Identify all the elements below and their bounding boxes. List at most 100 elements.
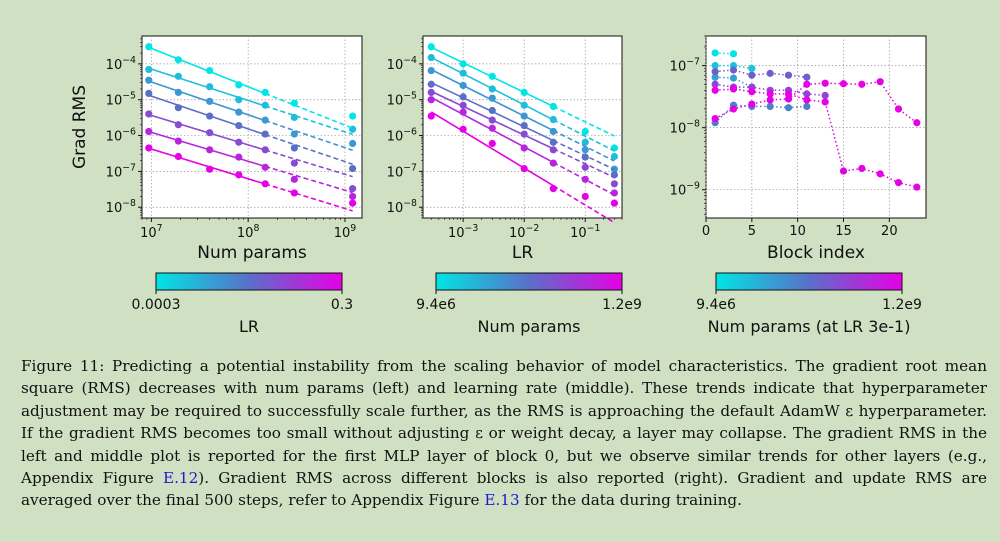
data-point	[581, 127, 589, 136]
ticks: 10−8 10−7 10−6 10−5 10−4 107 108 109	[106, 38, 356, 241]
data-point	[174, 88, 182, 97]
x-tick-label: 108	[237, 223, 260, 241]
colorbar-min: 0.0003	[132, 297, 181, 313]
data-point	[581, 175, 589, 183]
data-point	[290, 189, 298, 197]
data-point	[581, 146, 589, 154]
x-axis-label: Block index	[767, 243, 865, 263]
x-tick-label: 0	[702, 224, 710, 239]
fit-line	[148, 147, 266, 185]
data-point	[581, 192, 589, 201]
data-point	[748, 100, 756, 108]
data-point	[520, 164, 528, 173]
data-point	[261, 130, 269, 138]
data-point	[610, 189, 618, 197]
colorbar-min: 9.4e6	[696, 297, 736, 313]
data-point	[290, 159, 298, 167]
x-tick-label: 15	[835, 224, 852, 239]
colorbar-2: 9.4e6 1.2e9 Num params	[416, 272, 642, 336]
figure-11: 10−8 10−7 10−6 10−5 10−4 107 108 109 Num params G…	[70, 35, 927, 336]
data-point	[894, 179, 903, 187]
data-point	[261, 146, 269, 154]
chart-marks	[711, 49, 921, 191]
data-point	[488, 124, 496, 132]
data-point	[858, 80, 866, 88]
data-point	[711, 73, 719, 81]
x-tick-label: 10−2	[509, 223, 539, 241]
fit-line-extrapolated	[264, 165, 353, 194]
data-point	[520, 112, 528, 120]
data-point	[174, 121, 182, 129]
data-point	[549, 127, 557, 136]
data-point	[349, 164, 357, 173]
data-point	[766, 90, 774, 98]
series-line	[715, 52, 734, 55]
data-point	[459, 108, 467, 116]
data-point	[821, 91, 829, 100]
data-point	[876, 78, 884, 86]
data-point	[174, 104, 182, 112]
data-point	[549, 115, 557, 124]
y-tick-label: 10−7	[387, 162, 417, 180]
colorbar-label: Num params	[477, 317, 580, 336]
data-point	[520, 88, 528, 97]
x-tick-label: 10−1	[570, 223, 600, 241]
colorbar-1: 0.0003 0.3 LR	[132, 272, 353, 336]
x-tick-label: 5	[748, 224, 756, 239]
data-point	[839, 167, 848, 175]
data-point	[821, 79, 829, 87]
y-tick-label: 10−7	[670, 57, 700, 75]
ticks: 10−9 10−8 10−7 0 5 10 15 20	[670, 35, 898, 239]
data-point	[894, 105, 903, 113]
data-point	[427, 96, 435, 104]
data-point	[174, 72, 182, 80]
x-tick-label: 107	[140, 223, 163, 241]
data-point	[206, 66, 214, 75]
data-point	[427, 80, 435, 88]
data-point	[549, 159, 557, 167]
panel-middle: 10−8 10−7 10−6 10−5 10−4 10−3 10−2 10−1 LR	[387, 35, 623, 263]
y-tick-label: 10−7	[106, 162, 136, 180]
caption-text-2: ). Gradient RMS across different blocks …	[21, 469, 987, 510]
plot-area	[705, 35, 927, 219]
data-point	[206, 129, 214, 137]
appendix-link-e12[interactable]: E.12	[163, 469, 199, 488]
colorbar-max: 1.2e9	[882, 297, 922, 313]
data-point	[784, 71, 793, 79]
data-point	[803, 102, 811, 111]
data-point	[549, 138, 557, 146]
data-point	[729, 74, 738, 82]
y-tick-label: 10−8	[670, 119, 700, 137]
x-axis-label: Num params	[197, 243, 307, 263]
data-point	[729, 105, 738, 113]
data-point	[427, 66, 435, 75]
data-point	[349, 185, 357, 193]
data-point	[235, 81, 243, 89]
data-point	[206, 83, 214, 91]
data-point	[290, 99, 298, 107]
fit-line	[430, 111, 554, 187]
y-tick-label: 10−8	[387, 198, 417, 216]
data-point	[488, 85, 496, 93]
data-point	[784, 104, 793, 112]
colorbar-max: 0.3	[331, 297, 353, 313]
data-point	[711, 114, 719, 123]
y-tick-label: 10−4	[387, 55, 417, 73]
ticks: 10−8 10−7 10−6 10−5 10−4 10−3 10−2 10−1	[387, 38, 623, 241]
data-point	[290, 113, 298, 122]
colorbar-gradient	[155, 272, 343, 291]
y-axis-label: Grad RMS	[70, 85, 90, 169]
y-tick-label: 10−4	[106, 55, 136, 73]
data-point	[520, 144, 528, 152]
data-point	[520, 130, 528, 138]
appendix-link-e13[interactable]: E.13	[484, 491, 520, 510]
fit-line-extrapolated	[264, 105, 353, 136]
data-point	[145, 127, 153, 136]
caption-text-3: for the data during training.	[519, 491, 742, 510]
data-point	[711, 68, 719, 76]
data-point	[549, 102, 557, 111]
data-point	[261, 180, 269, 188]
fit-line-extrapolated	[552, 105, 615, 137]
data-point	[174, 56, 182, 64]
data-point	[174, 152, 182, 161]
